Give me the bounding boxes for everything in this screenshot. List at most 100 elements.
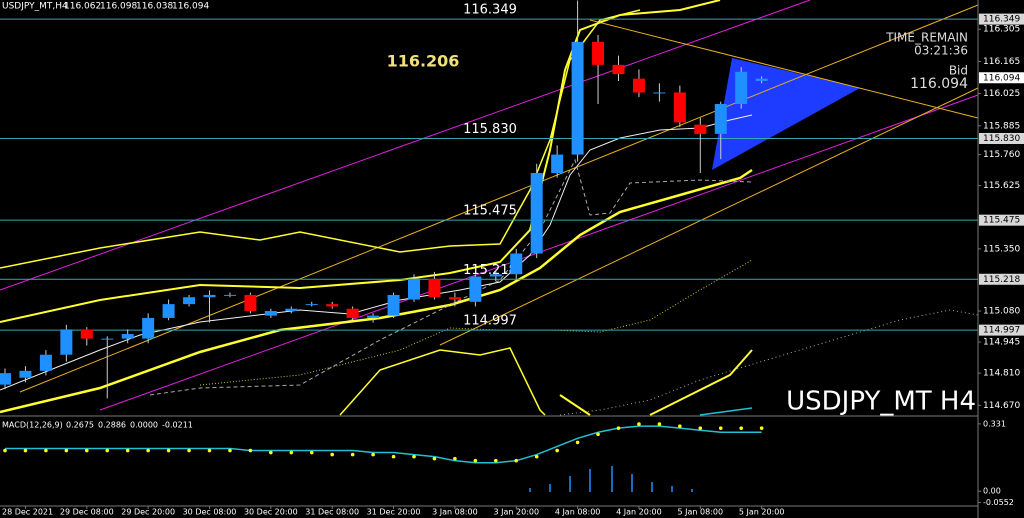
signal-dot	[555, 448, 559, 453]
candle-body	[428, 278, 441, 298]
header-value: 116.094	[172, 2, 209, 12]
candle-body	[121, 334, 134, 339]
signal-dot	[309, 450, 314, 455]
signal-dot	[657, 422, 662, 426]
candle-body	[223, 294, 236, 296]
candle-body	[653, 92, 666, 94]
level-label: 116.349	[463, 3, 517, 18]
signal-dot	[187, 448, 191, 453]
trend-line	[589, 19, 979, 119]
candle-body	[714, 103, 727, 134]
candle-body	[285, 308, 298, 312]
signal-dot	[166, 448, 171, 453]
signal-dot	[44, 448, 48, 453]
chart-title: USDJPY_MT,H4	[2, 2, 68, 12]
candle-body	[530, 172, 543, 254]
macd-label: MACD(12,26,9)	[2, 421, 63, 430]
signal-dot	[637, 422, 641, 426]
signal-dot	[146, 448, 150, 453]
signal-dot	[330, 452, 335, 457]
macd-tick-label: -0.0552	[983, 498, 1014, 507]
band-line	[0, 168, 753, 414]
candle-body	[632, 78, 645, 93]
band-line	[0, 9, 641, 269]
macd-tick-label: 0.331	[983, 419, 1006, 428]
signal-dot	[105, 448, 110, 453]
x-tick-label: 29 Dec 08:00	[60, 508, 114, 517]
triangle-pattern	[712, 58, 860, 170]
macd-histogram	[529, 466, 693, 492]
macd-value: 0.0000	[130, 421, 158, 430]
bid-label: Bid	[949, 64, 968, 78]
signal-dot	[391, 454, 396, 459]
candle-body	[39, 354, 52, 371]
header-value: 116.098	[100, 2, 137, 12]
trend-line	[439, 87, 979, 346]
signal-dot	[494, 458, 498, 463]
candle-body	[142, 317, 155, 339]
level-label: 115.218	[463, 263, 517, 278]
x-tick-label: 4 Jan 20:00	[616, 508, 662, 517]
candle-body	[183, 297, 196, 305]
x-tick-label: 28 Dec 2021	[2, 508, 53, 517]
signal-dot	[350, 452, 355, 457]
signal-dot	[289, 450, 294, 455]
macd-line	[5, 425, 762, 464]
dashed-line	[149, 158, 753, 396]
level-box	[979, 13, 1024, 25]
candle-body	[510, 253, 523, 275]
candle-body	[673, 92, 686, 123]
x-tick-label: 31 Dec 20:00	[367, 508, 421, 517]
y-tick-label: 116.305	[983, 25, 1020, 35]
time-remain: 03:21:36	[914, 44, 968, 58]
signal-dot	[575, 440, 580, 445]
y-tick-label: 116.025	[983, 89, 1020, 99]
macd-value: 0.2675	[66, 421, 94, 430]
candle-body	[162, 304, 175, 318]
bid-value: 116.094	[910, 76, 968, 92]
level-box-label: 115.475	[983, 216, 1020, 226]
y-tick-label: 115.625	[983, 181, 1020, 191]
indicators	[0, 0, 979, 416]
level-box-label: 114.997	[983, 326, 1020, 336]
x-tick-label: 31 Dec 08:00	[305, 508, 359, 517]
y-tick-label: 115.760	[983, 150, 1020, 160]
band-line	[339, 347, 546, 416]
bid-box-label: 116.094	[983, 73, 1020, 83]
signal-dot	[534, 454, 539, 459]
signal-dot	[718, 426, 723, 430]
header-value: 116.062	[64, 2, 101, 12]
signal-dot	[739, 426, 743, 430]
signal-dot	[412, 454, 416, 459]
y-tick-label: 114.945	[983, 338, 1020, 348]
level-box-label: 115.830	[983, 134, 1020, 144]
signal-dot	[85, 448, 89, 453]
signal-dot	[698, 426, 703, 430]
signal-dot	[514, 458, 519, 463]
candle-body	[346, 308, 359, 318]
signal-dot	[432, 456, 437, 461]
candle-body	[367, 315, 380, 318]
signal-dot	[596, 432, 600, 437]
candle-body	[551, 154, 564, 173]
candle-body	[326, 304, 339, 307]
y-tick-label: 115.350	[983, 244, 1020, 254]
x-tick-label: 5 Jan 08:00	[678, 508, 724, 517]
candle-body	[264, 311, 277, 316]
candle-body	[448, 297, 461, 300]
level-box	[979, 214, 1024, 226]
level-box-label: 115.218	[983, 275, 1020, 285]
header-value: 116.038	[136, 2, 173, 12]
signal-dot	[759, 426, 764, 430]
signal-dot	[248, 448, 253, 453]
time-remain-label: TIME_REMAIN	[885, 31, 968, 45]
signal-dot	[678, 424, 682, 428]
signal-dot	[453, 456, 457, 461]
candle-body	[408, 278, 420, 300]
band-line	[0, 0, 721, 323]
signal-dot	[23, 448, 28, 453]
candle-body	[694, 124, 707, 134]
signal-dot	[269, 450, 273, 455]
